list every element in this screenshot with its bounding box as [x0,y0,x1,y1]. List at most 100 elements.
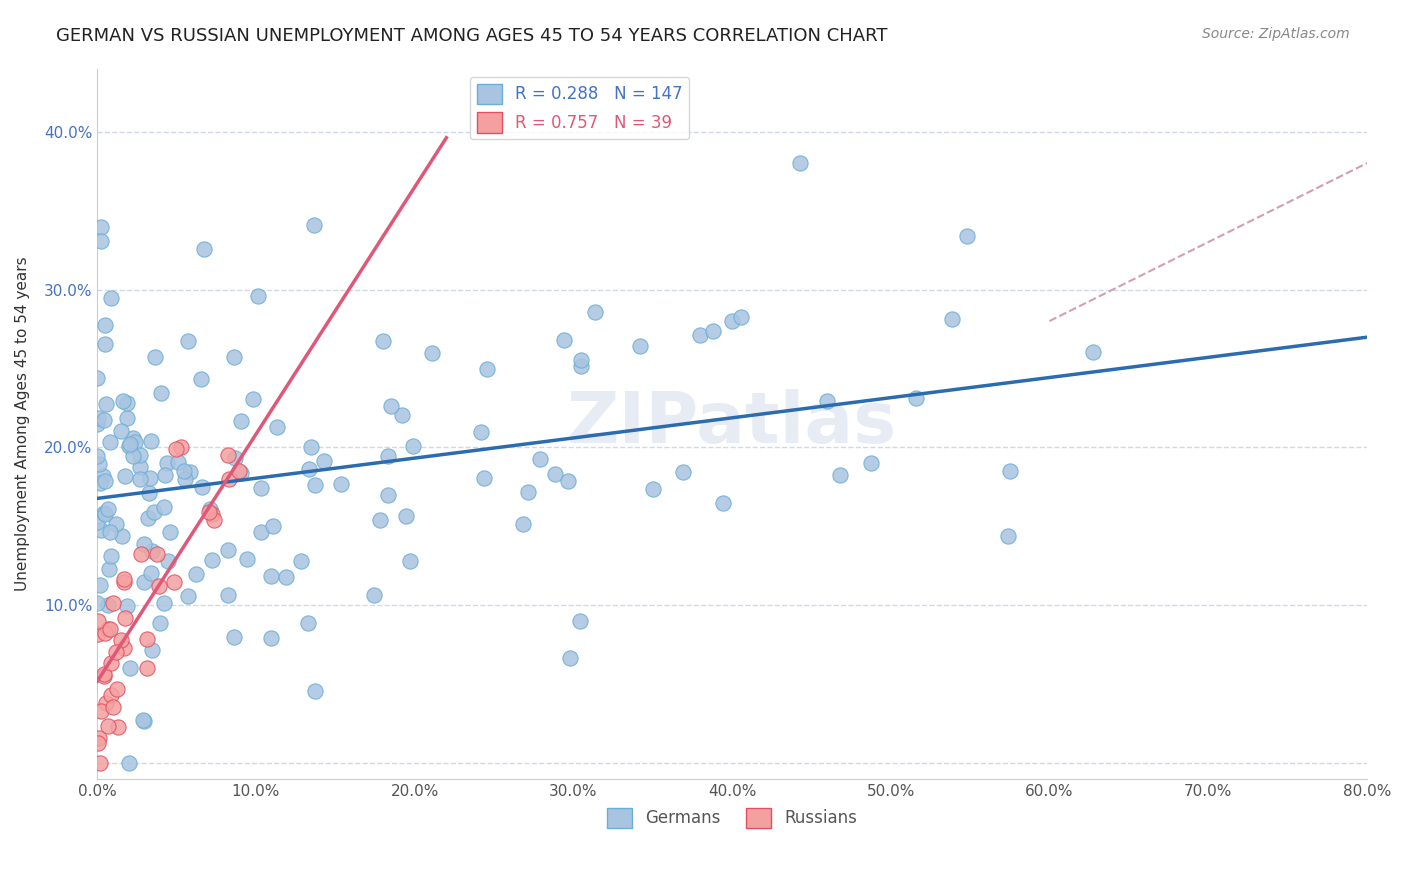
Point [93,506,115,520]
Point [193,242,215,256]
Point [711,496,734,510]
Point [815,394,838,409]
Y-axis label: Unemployment Among Ages 45 to 54 years: Unemployment Among Ages 45 to 54 years [15,256,30,591]
Point [129,459,152,474]
Point [474,471,496,485]
Point [217,542,239,557]
Point [96,397,118,411]
Point [107,720,129,734]
Point [198,506,221,520]
Point [260,631,283,645]
Point [149,615,172,630]
Point [124,434,146,449]
Point [100,657,122,671]
Point [98,561,121,575]
Point [87,627,110,641]
Text: ZIPatlas: ZIPatlas [567,389,897,458]
Point [153,467,176,482]
Point [93,666,115,681]
Point [828,468,851,483]
Point [702,324,724,338]
Point [129,448,152,462]
Point [905,392,928,406]
Point [997,528,1019,542]
Point [117,396,139,410]
Point [98,435,121,450]
Point [165,442,187,456]
Point [370,513,392,527]
Point [558,650,581,665]
Point [155,456,177,470]
Point [149,386,172,401]
Point [201,553,224,567]
Point [93,413,115,427]
Point [159,525,181,540]
Point [568,614,591,628]
Point [643,482,665,496]
Point [112,572,135,586]
Point [231,414,253,428]
Point [246,289,269,303]
Point [86,370,108,384]
Point [569,359,592,374]
Point [94,626,117,640]
Point [262,518,284,533]
Point [143,350,166,364]
Point [91,468,114,483]
Point [86,450,108,464]
Point [299,440,322,454]
Point [112,640,135,655]
Point [259,569,281,583]
Point [93,474,115,488]
Point [302,219,325,233]
Point [90,523,112,537]
Point [297,615,319,630]
Point [217,588,239,602]
Point [377,488,399,502]
Point [174,473,197,487]
Point [90,704,112,718]
Text: GERMAN VS RUSSIAN UNEMPLOYMENT AMONG AGES 45 TO 54 YEARS CORRELATION CHART: GERMAN VS RUSSIAN UNEMPLOYMENT AMONG AGE… [56,27,887,45]
Point [139,470,162,484]
Point [167,455,190,469]
Point [100,291,122,305]
Point [138,486,160,500]
Point [228,464,250,478]
Point [146,547,169,561]
Point [517,484,540,499]
Point [177,590,200,604]
Point [89,457,111,471]
Point [111,529,134,543]
Point [395,508,418,523]
Point [97,502,120,516]
Point [132,537,155,551]
Point [131,547,153,561]
Point [184,567,207,582]
Point [941,312,963,326]
Point [583,305,606,319]
Point [97,719,120,733]
Point [179,465,201,479]
Point [860,456,883,470]
Point [132,575,155,590]
Point [198,502,221,516]
Point [190,480,212,494]
Point [94,507,117,521]
Point [136,632,159,646]
Point [956,228,979,243]
Point [101,700,124,714]
Point [87,731,110,746]
Point [553,333,575,347]
Point [129,472,152,486]
Point [153,595,176,609]
Point [672,465,695,479]
Point [122,431,145,445]
Point [163,574,186,589]
Point [97,622,120,636]
Point [86,614,108,628]
Point [139,566,162,580]
Point [97,598,120,612]
Point [329,477,352,491]
Point [173,464,195,478]
Point [118,439,141,453]
